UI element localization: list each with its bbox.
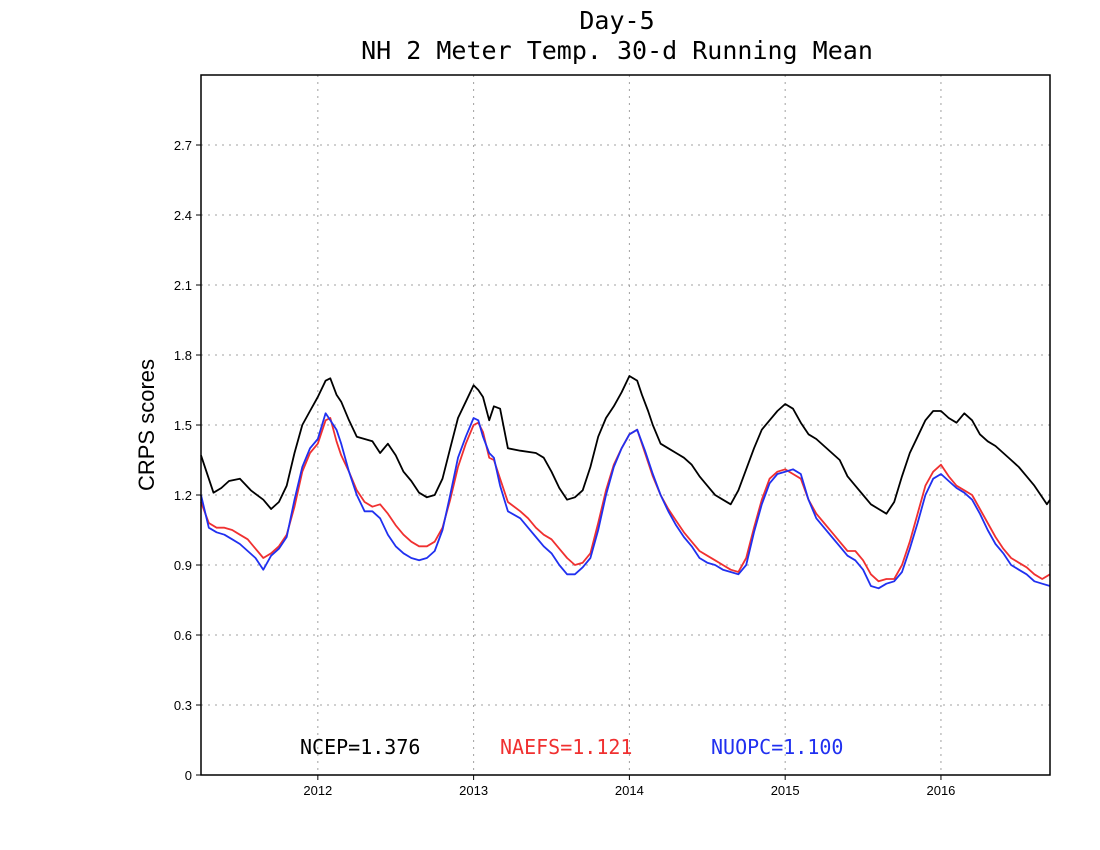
- x-tick-label: 2016: [926, 783, 955, 798]
- axes: 0 0.3 0.6 0.9 1.2 1.5 1.8 2.1 2.4 2.7 2012 2013 2014…: [174, 138, 955, 798]
- series-line-nuopc: [200, 412, 1051, 590]
- y-tick-label: 0: [185, 768, 192, 783]
- y-tick-label: 0.3: [174, 698, 192, 713]
- y-tick-label: 0.6: [174, 628, 192, 643]
- chart-title-line-1: Day-5: [579, 6, 654, 35]
- legend-item-naefs: NAEFS=1.121: [500, 735, 632, 759]
- legend: NCEP=1.376 NAEFS=1.121 NUOPC=1.100: [300, 735, 843, 759]
- series-line-ncep: [200, 375, 1051, 515]
- y-axis-label: CRPS scores: [134, 359, 159, 491]
- legend-item-ncep: NCEP=1.376: [300, 735, 420, 759]
- y-tick-label: 2.7: [174, 138, 192, 153]
- x-tick-label: 2013: [459, 783, 488, 798]
- y-tick-label: 2.4: [174, 208, 192, 223]
- y-tick-label: 1.2: [174, 488, 192, 503]
- chart-title-line-2: NH 2 Meter Temp. 30-d Running Mean: [361, 36, 873, 65]
- y-tick-label: 0.9: [174, 558, 192, 573]
- series-lines: [200, 375, 1051, 590]
- x-tick-label: 2014: [615, 783, 644, 798]
- y-tick-label: 2.1: [174, 278, 192, 293]
- x-tick-label: 2012: [303, 783, 332, 798]
- x-tick-label: 2015: [771, 783, 800, 798]
- legend-item-nuopc: NUOPC=1.100: [711, 735, 843, 759]
- y-tick-label: 1.5: [174, 418, 192, 433]
- y-tick-label: 1.8: [174, 348, 192, 363]
